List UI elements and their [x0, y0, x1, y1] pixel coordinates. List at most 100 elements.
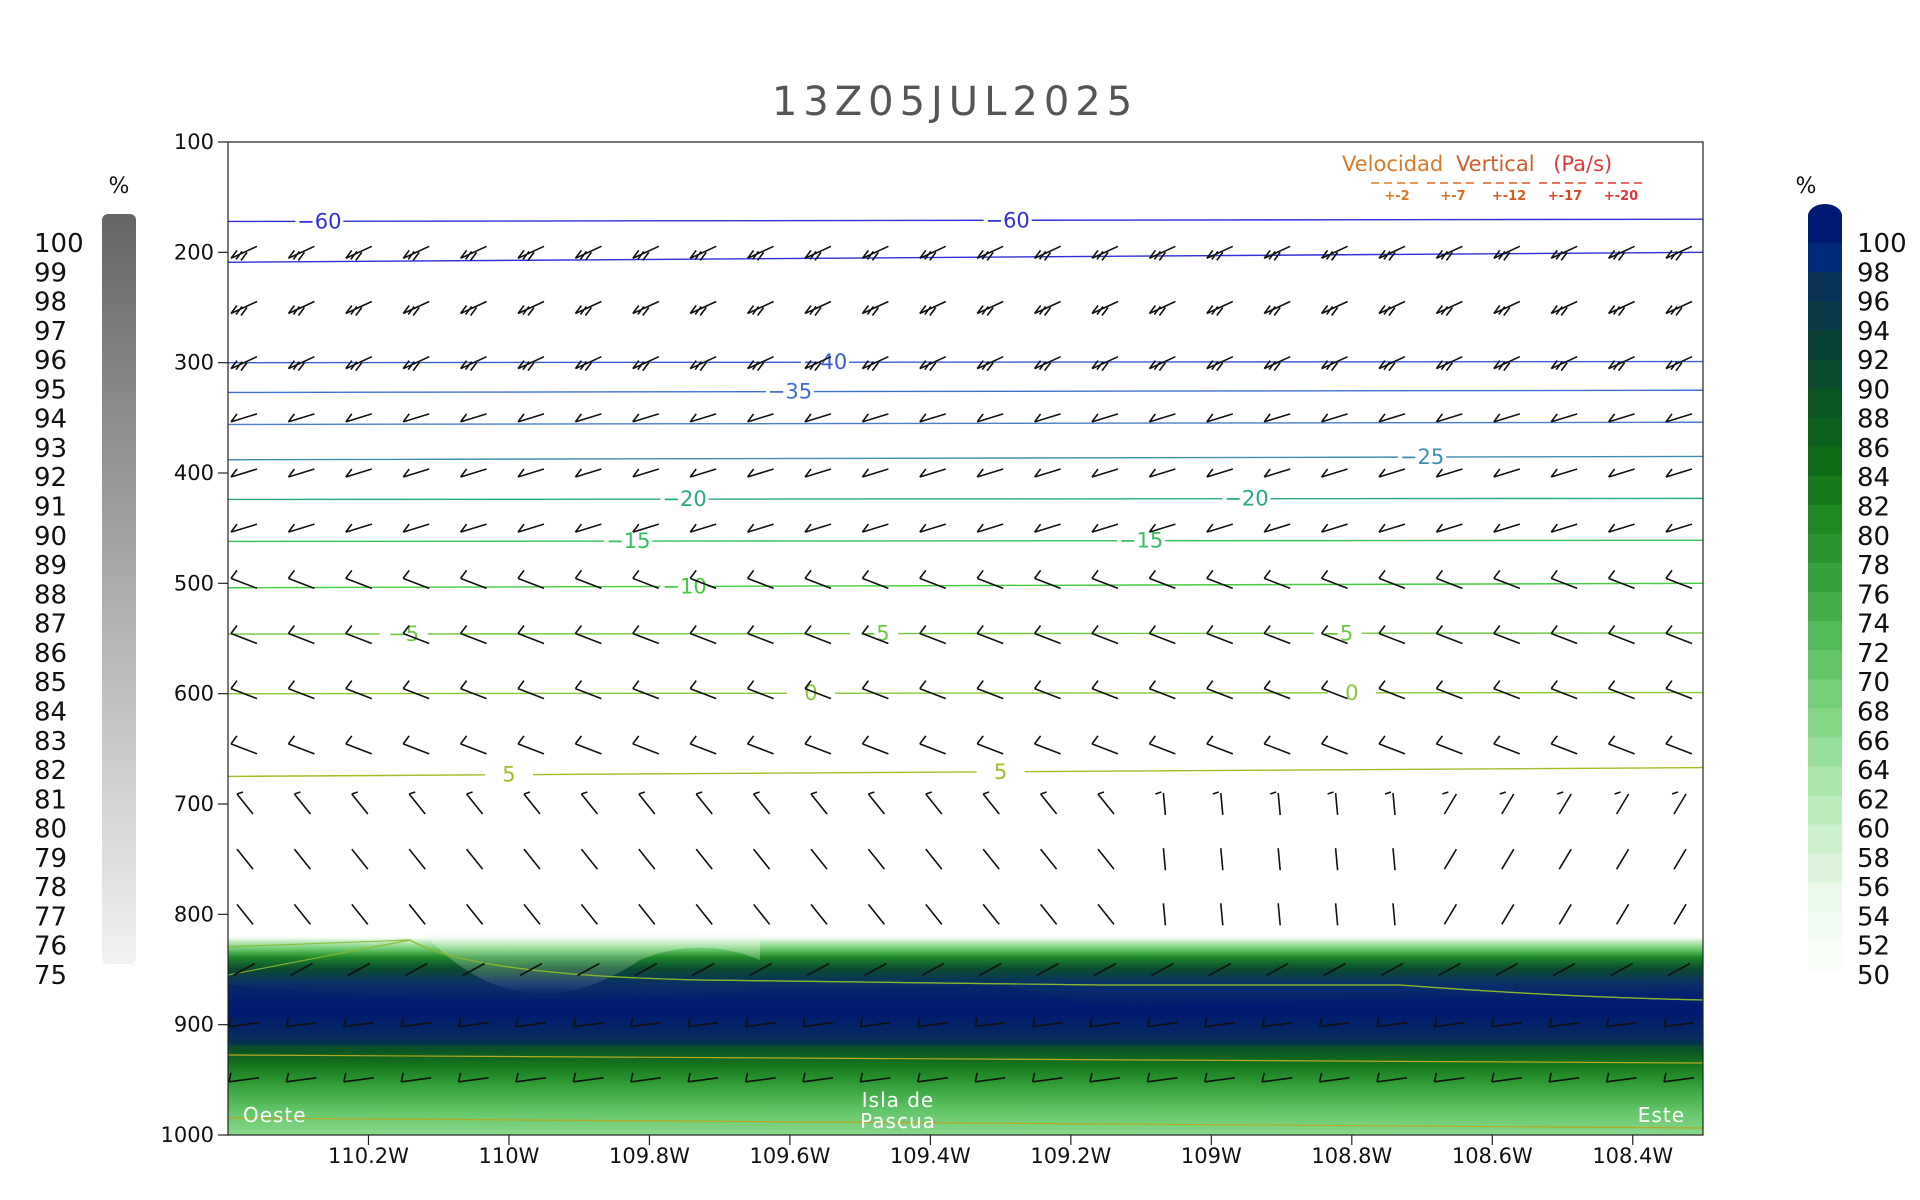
legend-title-right: Vertical: [1456, 152, 1535, 176]
wind-barb: [1558, 848, 1572, 870]
x-tick-label: 110W: [479, 1144, 540, 1168]
wind-barb: [459, 625, 487, 645]
wind-barb: [1097, 848, 1115, 870]
right-colorbar-cap: [1808, 204, 1842, 228]
contour-label: −20: [662, 487, 706, 511]
x-tick-label: 110.2W: [328, 1144, 409, 1168]
wind-barb: [517, 680, 545, 700]
contour-line: [228, 497, 1703, 501]
wind-barb: [1495, 962, 1519, 977]
wind-barb: [1162, 903, 1167, 926]
wind-barb: [465, 791, 484, 815]
left-colorbar-label: 83: [34, 727, 67, 757]
wind-barb: [1039, 791, 1058, 815]
wind-barb: [345, 735, 373, 755]
wind-barb: [1435, 735, 1463, 755]
wind-barb: [1665, 300, 1693, 316]
annotation-center-line1: Isla de: [862, 1088, 935, 1112]
wind-barb: [1033, 523, 1061, 533]
wind-barb: [400, 1072, 432, 1083]
wind-barb: [400, 1017, 432, 1028]
moist-contour: [228, 1054, 1703, 1064]
wind-barb: [408, 848, 426, 870]
wind-barb: [1206, 468, 1234, 478]
contour-label-bg: [786, 682, 835, 705]
right-colorbar-swatch: [1808, 853, 1842, 884]
left-colorbar-label: 94: [34, 405, 67, 435]
right-colorbar-label: 86: [1857, 434, 1890, 464]
wind-barb: [228, 1017, 260, 1028]
x-axis: 110.2W 110W 109.8W 109.6W 109.4W 109.2W 109W 10…: [328, 1135, 1673, 1168]
contour-line: [228, 691, 1703, 695]
wind-barb: [574, 413, 602, 423]
wind-barb: [1443, 848, 1458, 870]
wind-barb: [343, 1072, 374, 1083]
wind-barb: [517, 413, 545, 423]
wind-barb: [1320, 523, 1348, 533]
wind-barb: [523, 903, 541, 925]
legend-unit: (Pa/s): [1553, 152, 1612, 176]
wind-barb: [1493, 468, 1521, 478]
right-colorbar-label: 90: [1857, 375, 1890, 405]
wind-barb: [638, 903, 656, 925]
wind-barb: [917, 1072, 948, 1083]
wind-barb: [632, 245, 660, 261]
wind-barb: [810, 848, 828, 870]
wind-barb: [919, 468, 947, 478]
wind-barb: [1435, 355, 1463, 372]
wind-barb: [1671, 791, 1687, 815]
wind-barb: [459, 300, 487, 316]
wind-barb: [1039, 903, 1058, 925]
wind-barb: [1663, 1017, 1695, 1028]
right-colorbar-swatch: [1808, 824, 1842, 855]
wind-barb: [1550, 355, 1578, 372]
wind-barb: [574, 625, 602, 645]
x-tick-label: 108.6W: [1452, 1144, 1533, 1168]
wind-barb: [1443, 903, 1458, 925]
wind-barb: [1036, 962, 1059, 977]
wind-barb: [746, 625, 774, 645]
wind-barb: [802, 1072, 834, 1083]
wind-barb: [459, 355, 487, 372]
wind-barb: [976, 625, 1004, 645]
wind-barb: [1334, 903, 1339, 926]
left-colorbar-label: 80: [34, 815, 67, 845]
wind-barb: [345, 355, 373, 372]
wind-barb: [1607, 625, 1635, 645]
wind-barb: [921, 962, 945, 977]
wind-barb: [1435, 413, 1463, 423]
wind-barb: [1091, 569, 1119, 590]
wind-barb: [1220, 848, 1224, 871]
right-colorbar: % 10098969492908886848280787674727068666…: [1796, 174, 1907, 991]
wind-barb: [804, 523, 832, 533]
wind-barb: [1204, 1072, 1235, 1083]
wind-barb: [1033, 468, 1061, 478]
wind-barb: [1615, 848, 1630, 870]
wind-barb: [459, 245, 487, 261]
contour-label: −60: [297, 209, 341, 233]
wind-barb: [287, 569, 315, 590]
wind-barb: [1320, 413, 1348, 423]
right-colorbar-label: 52: [1857, 932, 1890, 962]
wind-barb: [864, 962, 887, 977]
wind-barb: [465, 848, 484, 870]
wind-barb: [632, 625, 660, 645]
right-colorbar-swatch: [1808, 795, 1842, 826]
right-colorbar-label: 58: [1857, 844, 1890, 874]
contour-label: −60: [985, 208, 1029, 232]
wind-barb: [402, 625, 430, 645]
wind-barb: [287, 413, 315, 423]
right-colorbar-label: 96: [1857, 288, 1890, 318]
wind-barb: [630, 1017, 661, 1028]
wind-barb: [861, 413, 889, 423]
legend-item-label: +-17: [1548, 189, 1582, 204]
wind-barb: [632, 355, 660, 372]
contour-label: 0: [804, 681, 817, 705]
wind-barb: [230, 735, 258, 755]
wind-barb: [230, 680, 258, 700]
right-colorbar-swatch: [1808, 446, 1842, 477]
right-colorbar-label: 100: [1857, 229, 1907, 259]
left-colorbar-label: 97: [34, 317, 67, 347]
wind-barb: [974, 1017, 1006, 1028]
wind-barb: [1493, 625, 1521, 645]
